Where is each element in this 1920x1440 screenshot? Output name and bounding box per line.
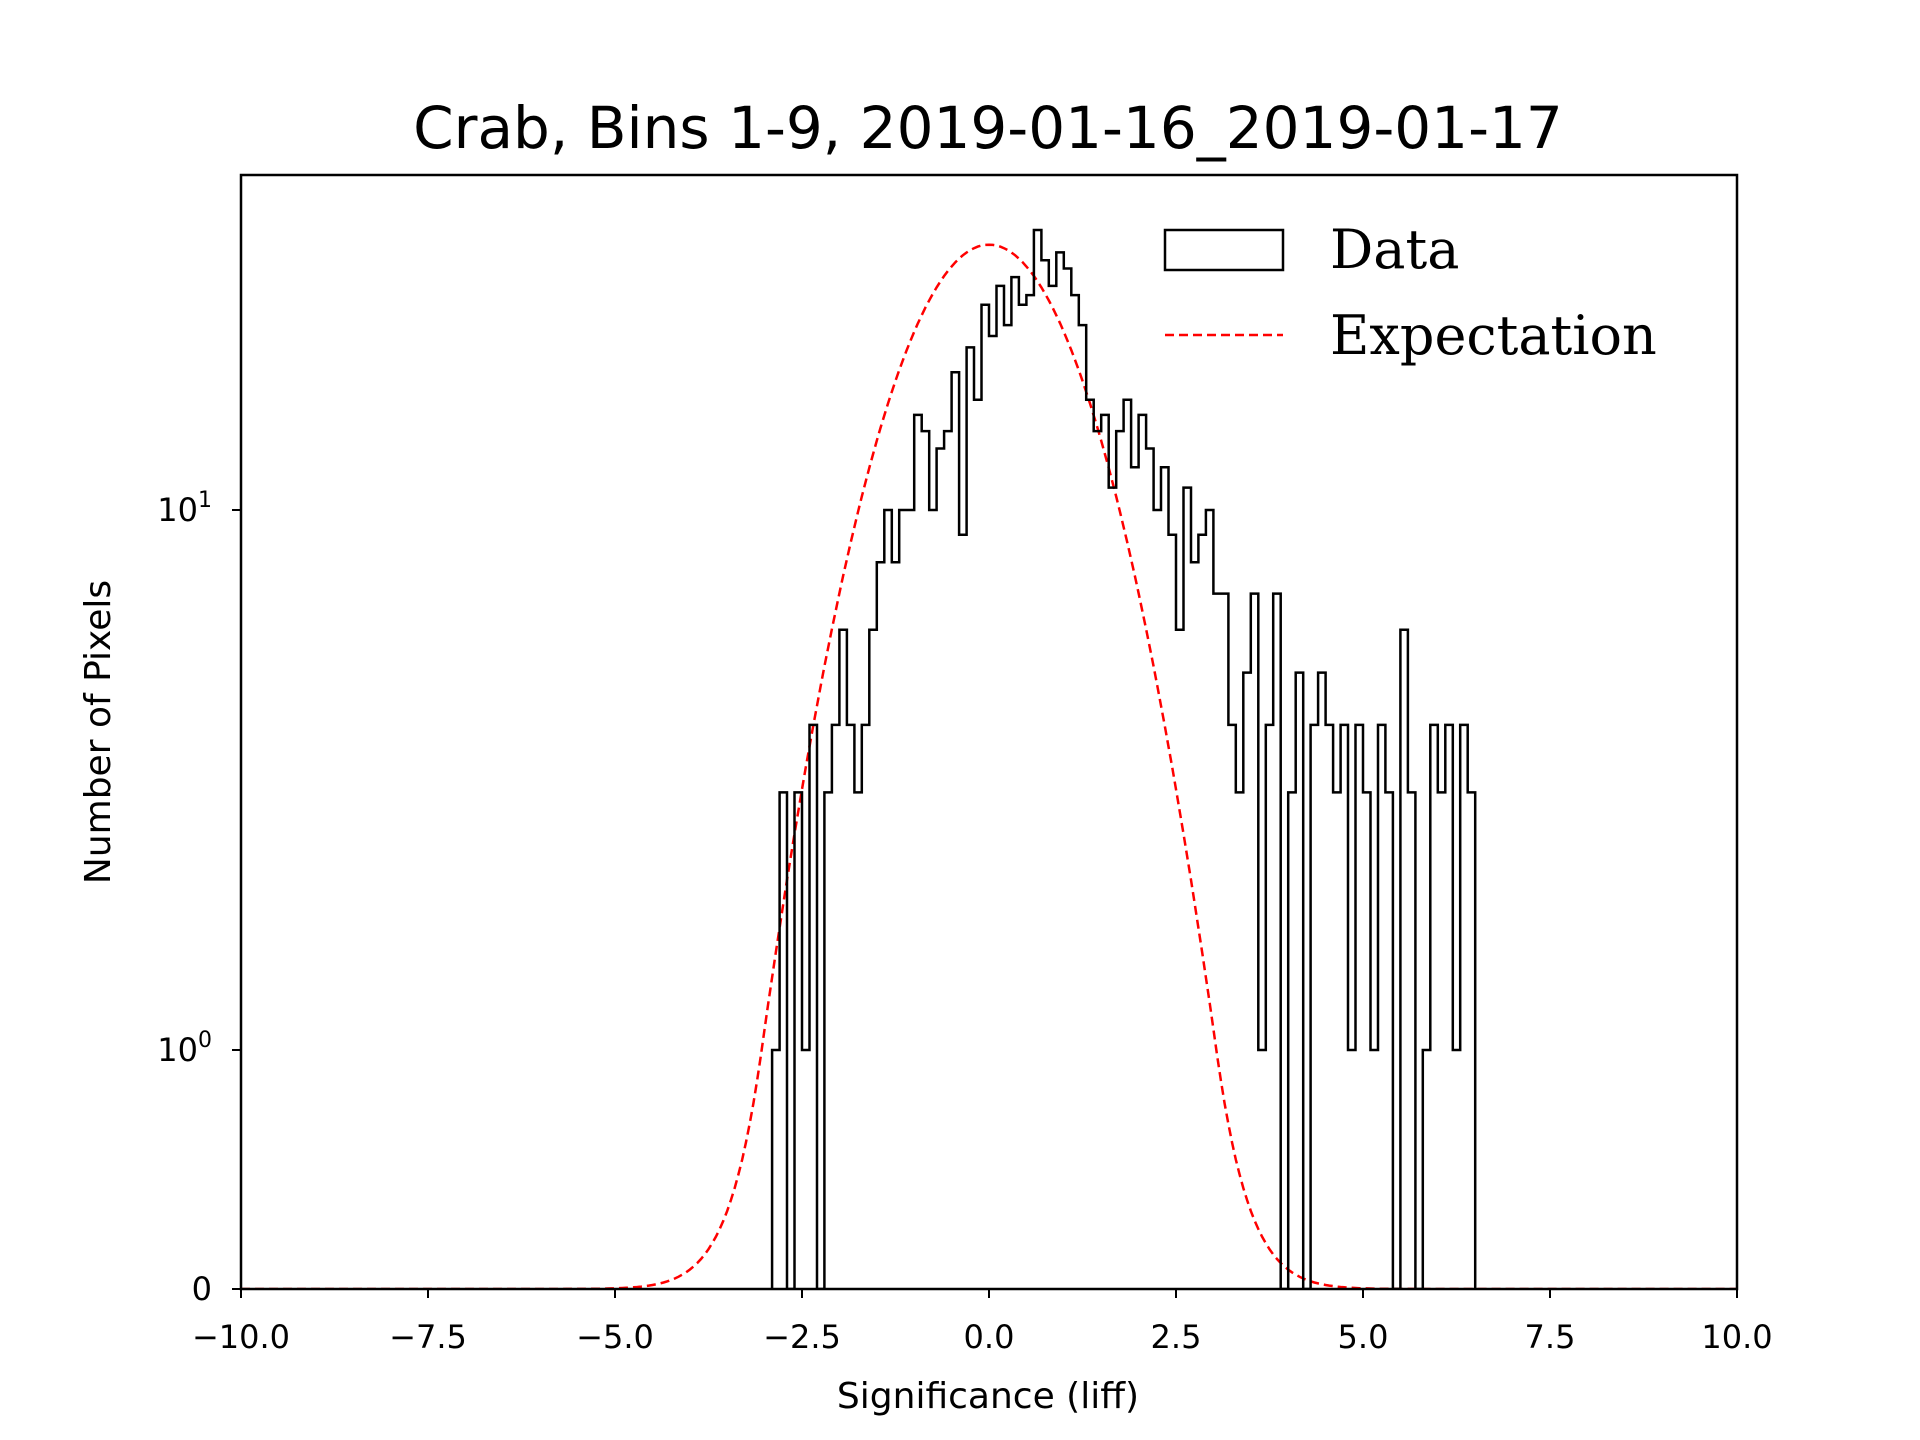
x-tick-label: −2.5: [763, 1318, 841, 1356]
data-histogram: [770, 228, 1477, 1289]
x-tick-label: 10.0: [1701, 1318, 1772, 1356]
x-tick-label: 0.0: [964, 1318, 1015, 1356]
legend-data-swatch: [1163, 228, 1285, 272]
legend-data-label: Data: [1330, 218, 1459, 281]
x-axis-label: Significance (liff): [837, 1376, 1139, 1417]
y-tick-exponent: 1: [198, 488, 212, 513]
y-tick-base: 10: [157, 491, 198, 529]
x-axis: −10.0 −7.5 −5.0 −2.5 0.0 2.5 5.0 7.5 10.0: [192, 1289, 1773, 1356]
x-tick-label: −5.0: [576, 1318, 654, 1356]
legend: Data Expectation: [1163, 218, 1657, 367]
plot-area: [241, 228, 1737, 1289]
data-histogram-outline: [770, 228, 1477, 1289]
x-tick-label: 5.0: [1338, 1318, 1389, 1356]
y-tick-base: 10: [157, 1031, 198, 1069]
expectation-curve: [241, 243, 1737, 1289]
y-tick-base: 0: [192, 1270, 212, 1308]
y-tick-exponent: 0: [198, 1028, 212, 1053]
chart-title: Crab, Bins 1-9, 2019-01-16_2019-01-17: [413, 94, 1563, 162]
y-tick-label: 0: [192, 1270, 212, 1308]
y-tick-label: 101: [157, 488, 212, 529]
x-tick-label: 7.5: [1525, 1318, 1576, 1356]
x-tick-label: −7.5: [389, 1318, 467, 1356]
y-tick-label: 100: [157, 1028, 212, 1069]
x-tick-label: 2.5: [1151, 1318, 1202, 1356]
x-tick-label: −10.0: [192, 1318, 290, 1356]
legend-expectation-label: Expectation: [1330, 304, 1657, 367]
y-axis-label: Number of Pixels: [78, 580, 119, 884]
